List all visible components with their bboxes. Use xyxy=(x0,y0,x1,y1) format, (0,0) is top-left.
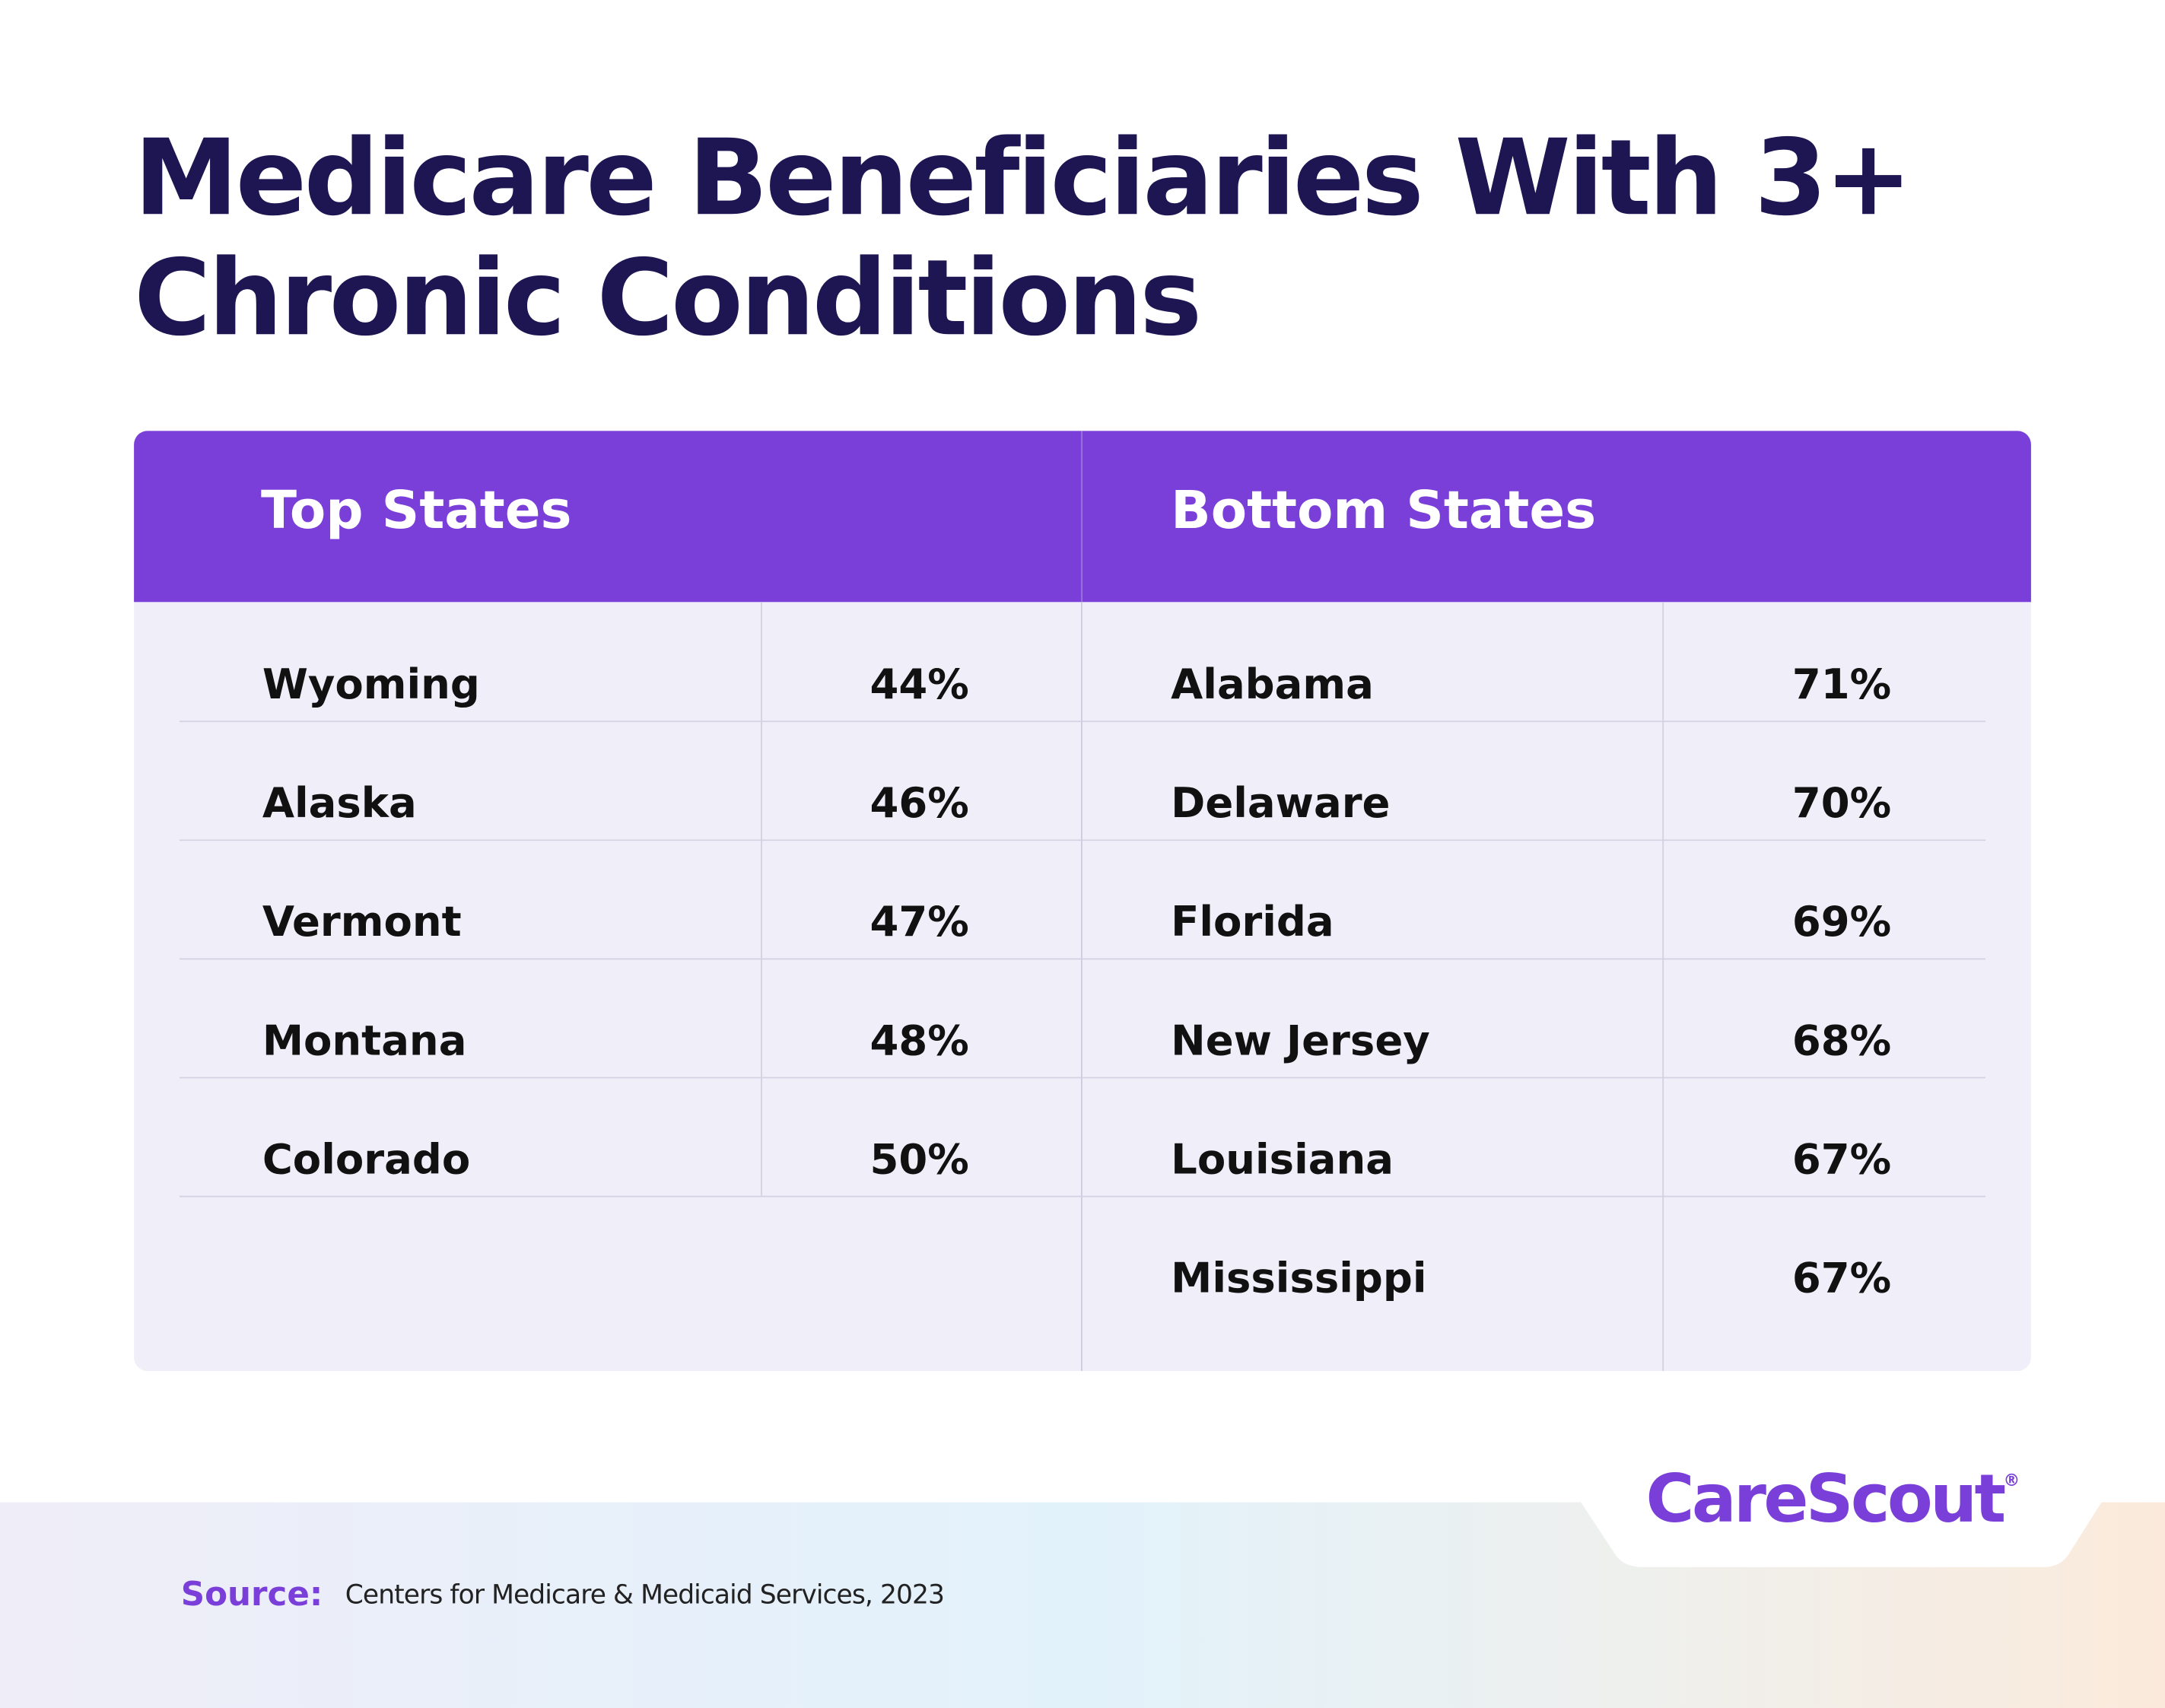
state-name: Delaware xyxy=(1171,778,1390,827)
table-rows: Top States Wyoming 44% Alaska 46% Vermont 47% M… xyxy=(179,480,1986,1372)
state-name: Alabama xyxy=(1171,660,1374,708)
title-line: Chronic Conditions xyxy=(134,237,1200,359)
source-text: Centers for Medicare & Medicaid Services… xyxy=(345,1579,944,1610)
state-value: 71% xyxy=(1792,660,1891,708)
state-name: Mississippi xyxy=(1171,1253,1426,1302)
state-name: Colorado xyxy=(262,1134,470,1183)
logo-mark: ® xyxy=(2004,1471,2020,1490)
state-name: New Jersey xyxy=(1171,1016,1430,1064)
state-value: 70% xyxy=(1792,778,1891,827)
table xyxy=(134,431,2031,1372)
title-line: Medicare Beneficiaries With 3+ xyxy=(134,116,1909,239)
state-value: 44% xyxy=(869,660,968,708)
state-name: Montana xyxy=(262,1016,467,1064)
state-value: 50% xyxy=(869,1134,968,1183)
state-name: Vermont xyxy=(262,897,462,946)
state-value: 47% xyxy=(869,897,968,946)
footer-band xyxy=(0,1502,2165,1708)
state-name: Louisiana xyxy=(1171,1134,1394,1183)
state-value: 46% xyxy=(869,778,968,827)
state-value: 67% xyxy=(1792,1253,1891,1302)
state-name: Wyoming xyxy=(262,660,480,708)
logo: CareScout® xyxy=(1646,1460,2020,1538)
column-header: Bottom States xyxy=(1171,480,1596,541)
source-label: Source: xyxy=(181,1576,323,1614)
state-value: 69% xyxy=(1792,897,1891,946)
logo-name: CareScout xyxy=(1646,1460,2005,1538)
state-name: Alaska xyxy=(262,778,417,827)
state-value: 48% xyxy=(869,1016,968,1064)
column-header: Top States xyxy=(261,480,572,541)
state-value: 67% xyxy=(1792,1134,1891,1183)
state-name: Florida xyxy=(1171,897,1334,946)
state-value: 68% xyxy=(1792,1016,1891,1064)
